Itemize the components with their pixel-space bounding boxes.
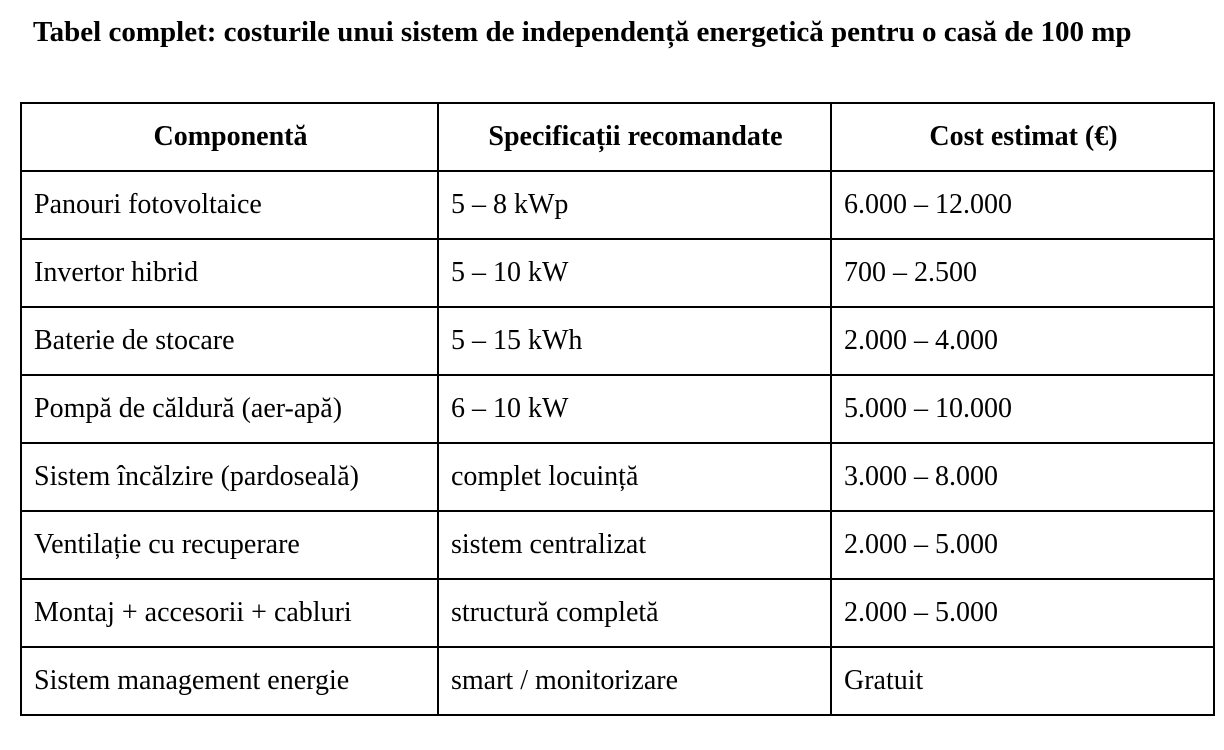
table-cell: Panouri fotovoltaice bbox=[20, 170, 439, 240]
table-cell: Invertor hibrid bbox=[20, 238, 439, 308]
document-title: Tabel complet: costurile unui sistem de … bbox=[33, 16, 1132, 48]
table-cell: smart / monitorizare bbox=[437, 646, 832, 716]
table-body: Panouri fotovoltaice 5 – 8 kWp 6.000 – 12.… bbox=[20, 170, 1215, 716]
table-cell: 700 – 2.500 bbox=[830, 238, 1215, 308]
table-cell: Sistem încălzire (pardoseală) bbox=[20, 442, 439, 512]
table-row: Sistem management energie smart / monitor… bbox=[20, 646, 1215, 716]
column-header: Specificații recomandate bbox=[437, 102, 832, 172]
table-cell: 3.000 – 8.000 bbox=[830, 442, 1215, 512]
header-row: Componentă Specificații recomandate Cost e… bbox=[20, 102, 1215, 172]
table-cell: structură completă bbox=[437, 578, 832, 648]
column-header: Componentă bbox=[20, 102, 439, 172]
cost-table: Componentă Specificații recomandate Cost e… bbox=[20, 102, 1215, 716]
table-row: Invertor hibrid 5 – 10 kW 700 – 2.500 bbox=[20, 238, 1215, 308]
table-cell: Gratuit bbox=[830, 646, 1215, 716]
table-cell: 2.000 – 5.000 bbox=[830, 578, 1215, 648]
table-row: Panouri fotovoltaice 5 – 8 kWp 6.000 – 12.… bbox=[20, 170, 1215, 240]
table-cell: Sistem management energie bbox=[20, 646, 439, 716]
table-cell: Pompă de căldură (aer-apă) bbox=[20, 374, 439, 444]
table-row: Sistem încălzire (pardoseală) complet loc… bbox=[20, 442, 1215, 512]
table-cell: complet locuință bbox=[437, 442, 832, 512]
table-cell: Baterie de stocare bbox=[20, 306, 439, 376]
table-cell: 6 – 10 kW bbox=[437, 374, 832, 444]
table-cell: Ventilație cu recuperare bbox=[20, 510, 439, 580]
table-cell: 5.000 – 10.000 bbox=[830, 374, 1215, 444]
table-cell: Montaj + accesorii + cabluri bbox=[20, 578, 439, 648]
table-cell: 5 – 15 kWh bbox=[437, 306, 832, 376]
table-cell: 5 – 8 kWp bbox=[437, 170, 832, 240]
table-cell: 2.000 – 5.000 bbox=[830, 510, 1215, 580]
table-cell: 6.000 – 12.000 bbox=[830, 170, 1215, 240]
table-row: Pompă de căldură (aer-apă) 6 – 10 kW 5.000… bbox=[20, 374, 1215, 444]
table-row: Ventilație cu recuperare sistem centraliz… bbox=[20, 510, 1215, 580]
table-cell: sistem centralizat bbox=[437, 510, 832, 580]
column-header: Cost estimat (€) bbox=[830, 102, 1215, 172]
table-row: Montaj + accesorii + cabluri structură co… bbox=[20, 578, 1215, 648]
table-cell: 2.000 – 4.000 bbox=[830, 306, 1215, 376]
table-row: Baterie de stocare 5 – 15 kWh 2.000 – 4.00… bbox=[20, 306, 1215, 376]
table-cell: 5 – 10 kW bbox=[437, 238, 832, 308]
